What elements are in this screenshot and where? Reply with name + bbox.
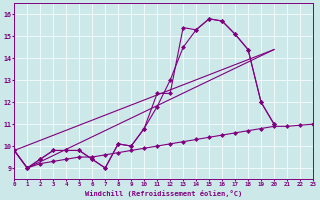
X-axis label: Windchill (Refroidissement éolien,°C): Windchill (Refroidissement éolien,°C) — [85, 190, 242, 197]
